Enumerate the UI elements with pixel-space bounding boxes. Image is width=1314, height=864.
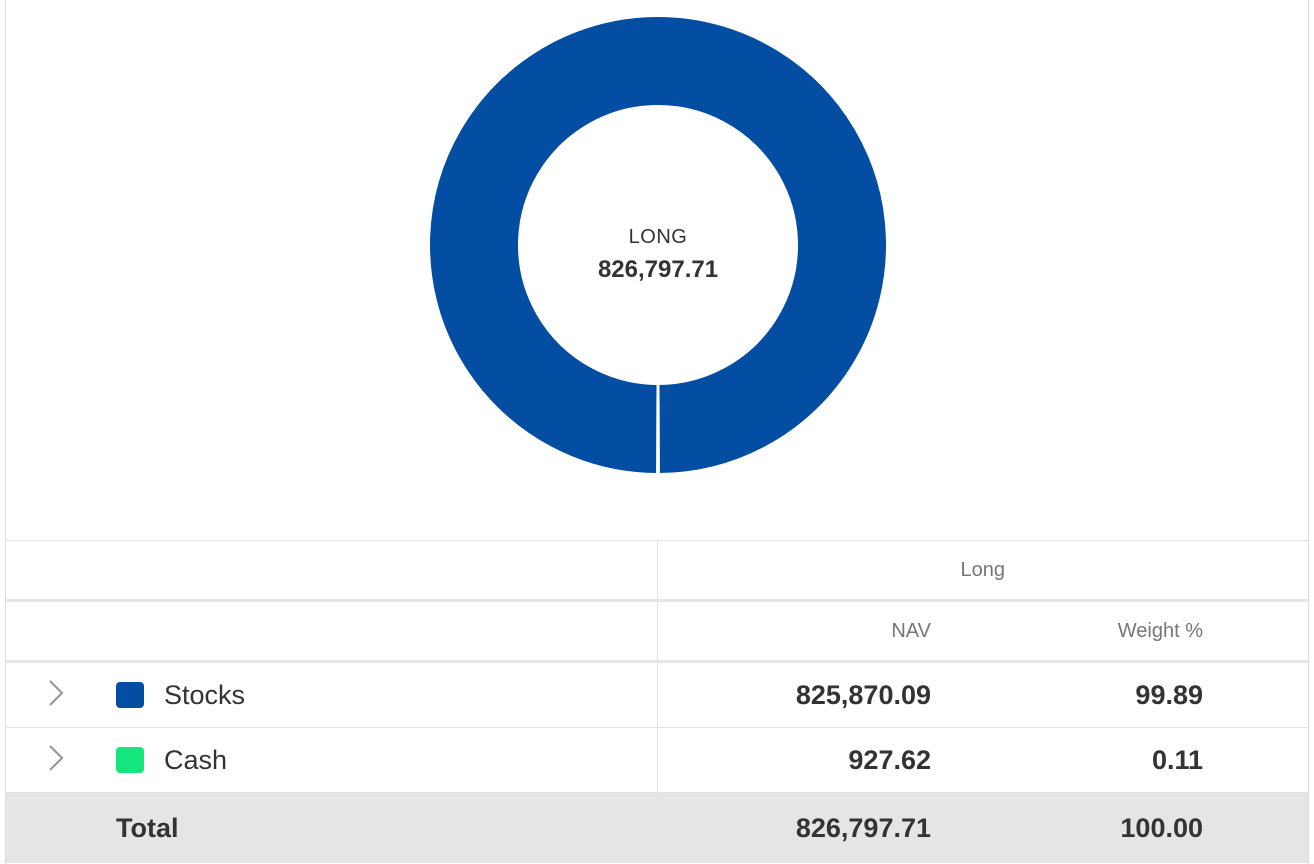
total-nav: 826,797.71 — [656, 792, 931, 863]
donut-center-value: 826,797.71 — [597, 256, 719, 283]
allocation-panel: LONG 826,797.71 Long NAV Weight % Stocks… — [5, 0, 1309, 864]
column-header-nav: NAV — [656, 600, 931, 663]
donut-slice-stocks[interactable] — [428, 15, 888, 476]
table-row-stocks[interactable]: Stocks 825,870.09 99.89 — [6, 661, 1308, 728]
donut-svg — [428, 15, 888, 476]
table-column-header-row: NAV Weight % — [6, 600, 1308, 663]
chevron-right-icon[interactable] — [46, 678, 66, 708]
total-label: Total — [116, 792, 657, 863]
expand-cash[interactable] — [6, 727, 116, 793]
table-row-cash[interactable]: Cash 927.62 0.11 — [6, 727, 1308, 793]
legend-swatch-stocks — [116, 682, 144, 708]
total-weight: 100.00 — [931, 792, 1203, 863]
legend-swatch-cash — [116, 747, 144, 773]
donut-chart: LONG 826,797.71 — [6, 0, 1310, 540]
row-name-stocks: Stocks — [164, 679, 246, 710]
chevron-right-icon[interactable] — [46, 743, 66, 773]
table-total-row: Total 826,797.71 100.00 — [6, 792, 1308, 863]
table-group-header-row: Long — [6, 540, 1308, 602]
column-header-weight: Weight % — [931, 600, 1203, 663]
row-weight-stocks: 99.89 — [931, 661, 1203, 728]
donut-slice-cash[interactable] — [656, 382, 660, 476]
row-name-cash: Cash — [164, 744, 228, 775]
donut-center-label: LONG — [628, 226, 688, 248]
expand-stocks[interactable] — [6, 661, 116, 728]
group-header-long: Long — [656, 540, 1308, 602]
allocation-table: Long NAV Weight % Stocks 825,870.09 99.8… — [6, 540, 1308, 863]
row-weight-cash: 0.11 — [931, 727, 1203, 793]
row-nav-stocks: 825,870.09 — [656, 661, 931, 728]
row-nav-cash: 927.62 — [656, 727, 931, 793]
